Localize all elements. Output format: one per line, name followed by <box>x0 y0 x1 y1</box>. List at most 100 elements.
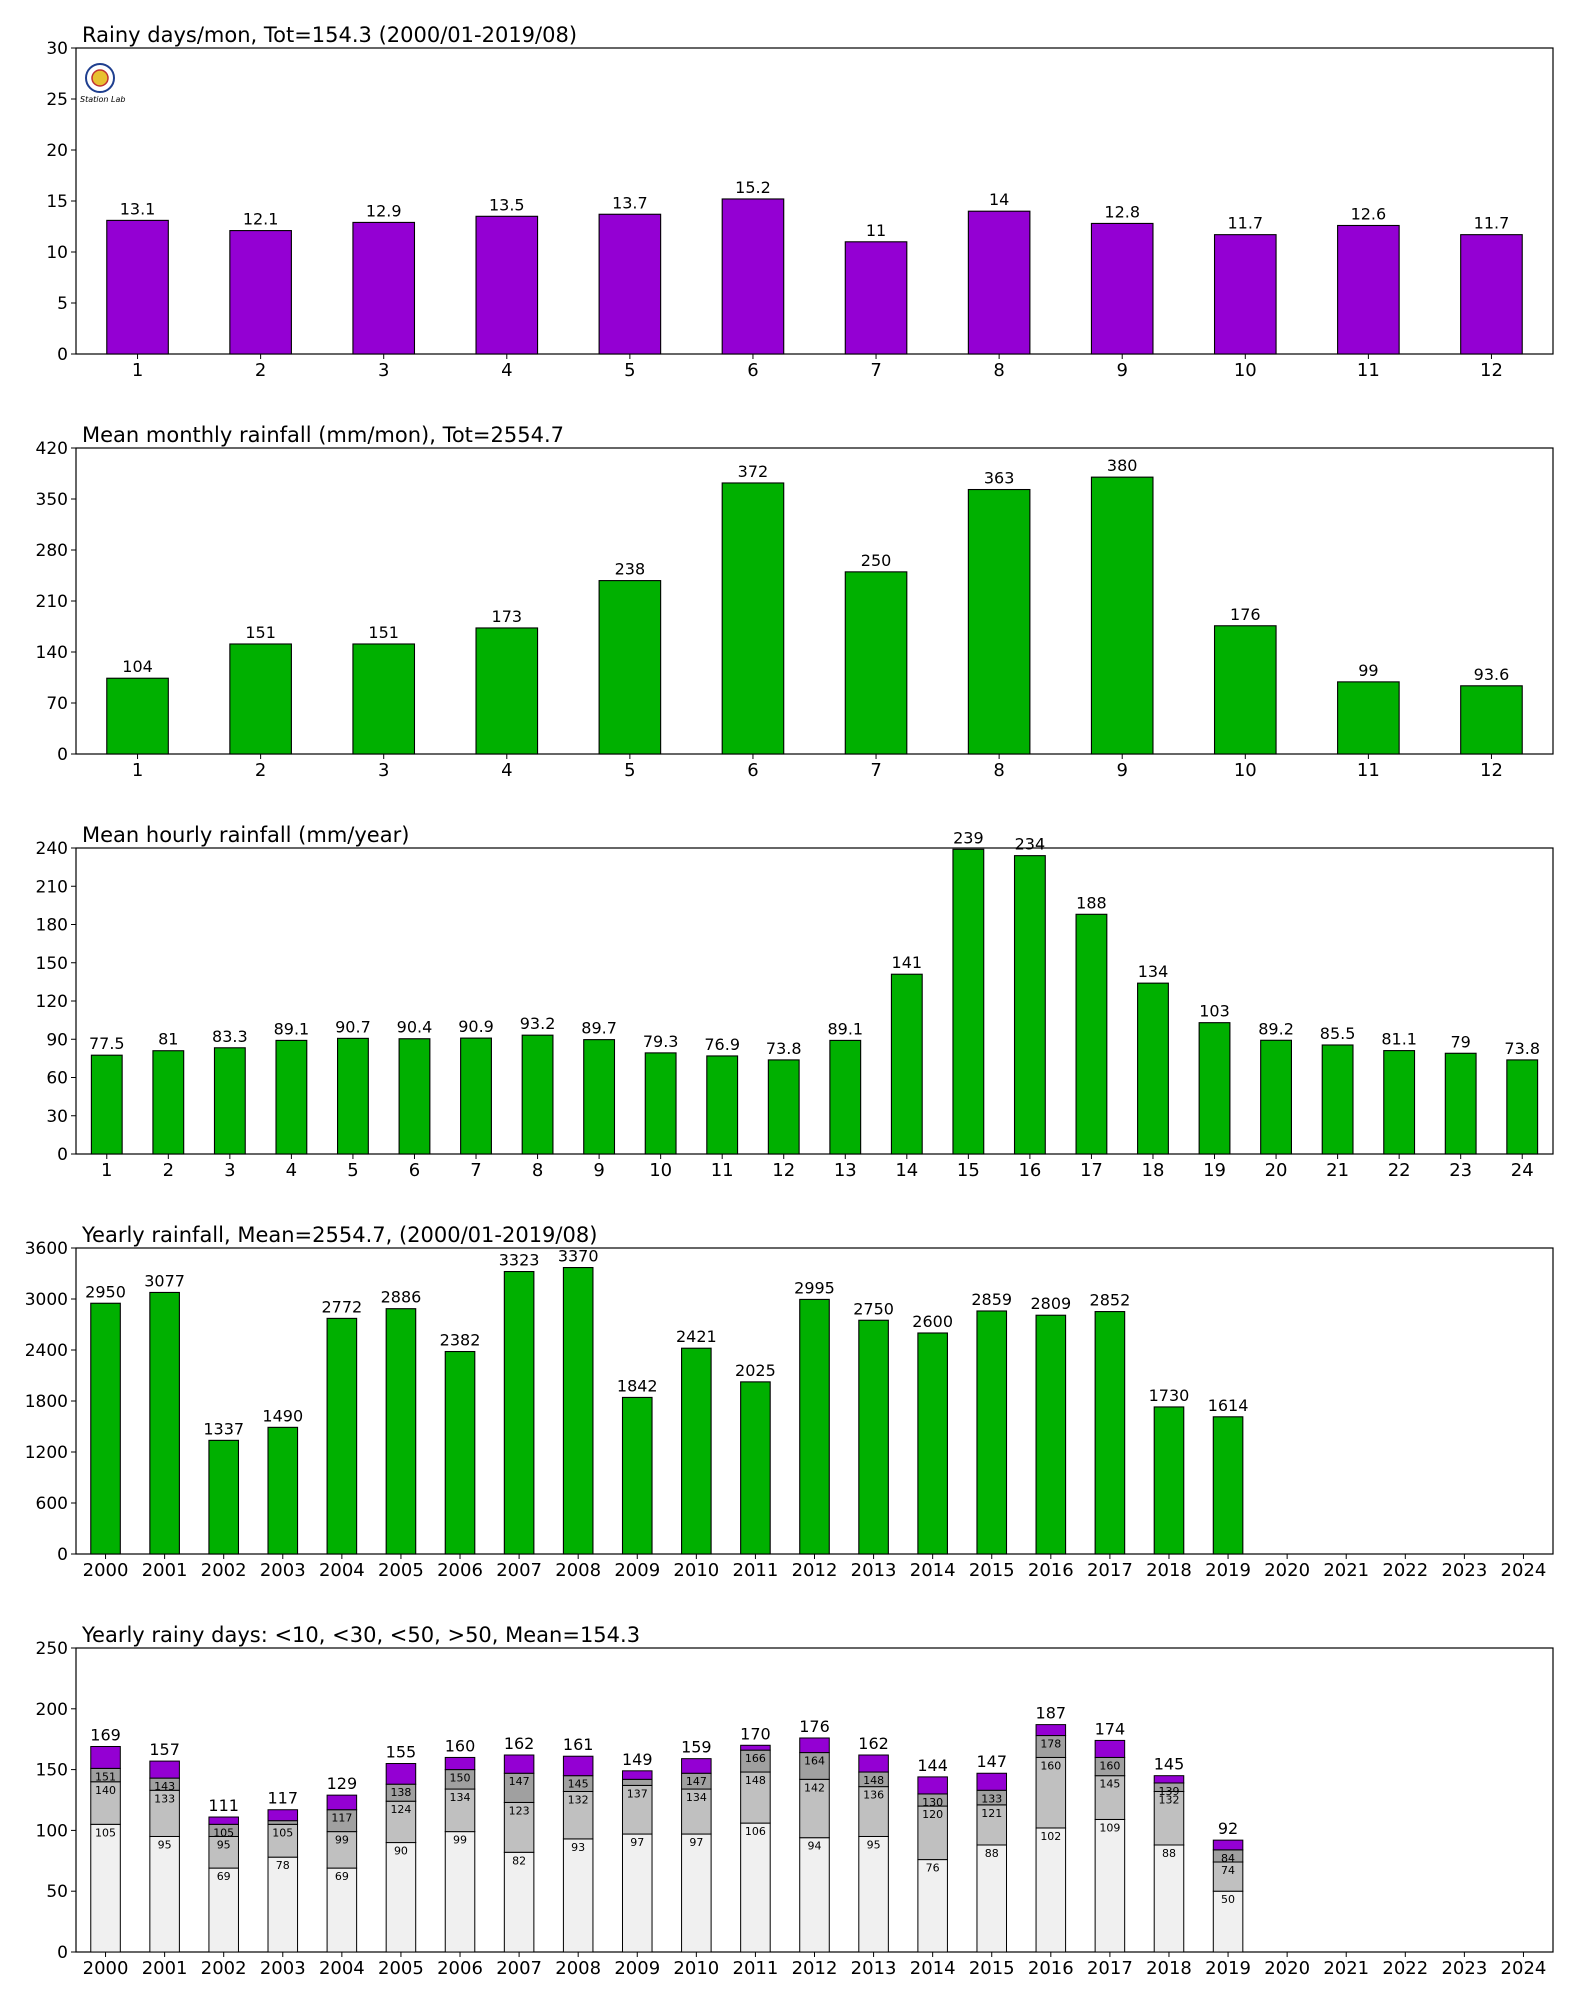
x-tick-label: 2002 <box>201 1958 247 1979</box>
bar-value-label: 89.1 <box>827 1019 863 1038</box>
y-tick-label: 30 <box>46 1107 68 1127</box>
bar-value-label: 372 <box>738 462 769 481</box>
x-tick-label: 9 <box>593 1160 604 1181</box>
bar-segment-lt50 <box>799 1752 830 1780</box>
segment-value-label: 138 <box>390 1786 411 1799</box>
segment-value-label: 69 <box>217 1870 231 1883</box>
bar <box>1212 1416 1244 1555</box>
x-tick-label: 6 <box>747 360 758 381</box>
segment-value-label: 88 <box>1162 1847 1176 1860</box>
x-tick-label: 2003 <box>260 1958 306 1979</box>
bar <box>621 1396 653 1555</box>
bar-value-label: 85.5 <box>1320 1024 1356 1043</box>
bar-segment-lt10 <box>1153 1844 1185 1953</box>
bar-value-label: 2025 <box>735 1361 776 1380</box>
bar-value-label: 73.8 <box>766 1039 802 1058</box>
bar <box>1260 1039 1292 1155</box>
bar-value-label: 81.1 <box>1381 1030 1417 1049</box>
bar-value-label: 76.9 <box>704 1035 740 1054</box>
bar <box>1460 234 1523 355</box>
bar <box>976 1310 1008 1555</box>
y-tick-label: 420 <box>36 439 68 459</box>
x-tick-label: 24 <box>1511 1160 1534 1181</box>
rainy-days-per-month-chart: Rainy days/mon, Tot=154.3 (2000/01-2019/… <box>46 23 1554 381</box>
segment-value-label: 150 <box>450 1772 471 1785</box>
y-tick-label: 150 <box>36 1761 68 1781</box>
bar-total-label: 144 <box>917 1756 948 1775</box>
bar-value-label: 2750 <box>853 1299 894 1318</box>
x-tick-label: 19 <box>1203 1160 1226 1181</box>
y-tick-label: 0 <box>57 345 68 365</box>
x-tick-label: 2012 <box>792 1560 838 1581</box>
y-tick-label: 600 <box>36 1494 68 1514</box>
x-tick-label: 2023 <box>1441 1958 1487 1979</box>
bar <box>1460 685 1523 755</box>
segment-value-label: 147 <box>686 1775 707 1788</box>
bar <box>475 627 539 755</box>
x-tick-label: 6 <box>747 760 758 781</box>
bar <box>1383 1050 1416 1155</box>
segment-value-label: 145 <box>1099 1778 1120 1791</box>
bar-total-label: 174 <box>1095 1719 1126 1738</box>
bar-total-label: 169 <box>90 1725 121 1744</box>
y-tick-label: 200 <box>36 1700 68 1720</box>
segment-value-label: 95 <box>867 1838 881 1851</box>
y-tick-label: 280 <box>36 541 68 561</box>
bar <box>1153 1406 1185 1555</box>
bar <box>583 1039 616 1155</box>
x-tick-label: 5 <box>624 360 635 381</box>
bar <box>385 1308 417 1555</box>
x-tick-label: 2022 <box>1382 1958 1428 1979</box>
bar-value-label: 2772 <box>322 1297 363 1316</box>
bar <box>829 1039 862 1155</box>
x-tick-label: 2021 <box>1323 1560 1369 1581</box>
bar-total-label: 111 <box>208 1796 239 1815</box>
x-tick-label: 7 <box>870 360 881 381</box>
x-tick-label: 1 <box>101 1160 112 1181</box>
x-tick-label: 10 <box>649 1160 672 1181</box>
y-tick-label: 3000 <box>25 1290 68 1310</box>
bar <box>208 1439 240 1555</box>
bar-value-label: 2421 <box>676 1327 717 1346</box>
bar-value-label: 2950 <box>85 1282 126 1301</box>
y-tick-label: 0 <box>57 1545 68 1565</box>
bar-segment-lt10 <box>444 1831 476 1953</box>
bar-value-label: 1614 <box>1208 1396 1249 1415</box>
bar-value-label: 238 <box>615 560 646 579</box>
bar <box>644 1052 677 1155</box>
segment-value-label: 69 <box>335 1870 349 1883</box>
mean-monthly-rainfall-chart: Mean monthly rainfall (mm/mon), Tot=2554… <box>36 423 1554 781</box>
x-tick-label: 2 <box>255 760 266 781</box>
x-tick-label: 2016 <box>1028 1958 1074 1979</box>
segment-value-label: 94 <box>808 1840 822 1853</box>
segment-value-label: 97 <box>689 1836 703 1849</box>
x-tick-label: 2012 <box>792 1958 838 1979</box>
x-tick-label: 2022 <box>1382 1560 1428 1581</box>
yearly-rainy-days-chart: Yearly rainy days: <10, <30, <50, >50, M… <box>36 1623 1554 1979</box>
logo-text: Station Lab <box>80 95 125 104</box>
bar-value-label: 239 <box>953 828 984 847</box>
bar-total-label: 92 <box>1218 1819 1238 1838</box>
bar <box>1090 222 1154 355</box>
x-tick-label: 2007 <box>496 1958 542 1979</box>
segment-value-label: 99 <box>335 1834 349 1847</box>
bar-total-label: 145 <box>1154 1755 1185 1774</box>
y-tick-label: 30 <box>46 39 68 59</box>
bar-segment-gt50 <box>917 1776 948 1795</box>
bar <box>229 230 292 355</box>
bar-value-label: 11.7 <box>1474 214 1510 233</box>
bar-segment-lt30 <box>267 1823 299 1858</box>
x-tick-label: 15 <box>957 1160 980 1181</box>
bar-value-label: 79.3 <box>643 1032 679 1051</box>
bar-total-label: 162 <box>504 1734 535 1753</box>
bar-value-label: 103 <box>1199 1002 1230 1021</box>
x-tick-label: 4 <box>501 360 512 381</box>
y-tick-label: 25 <box>46 90 68 110</box>
y-tick-label: 180 <box>36 916 68 936</box>
bar-value-label: 89.2 <box>1258 1019 1294 1038</box>
segment-value-label: 105 <box>213 1826 234 1839</box>
x-tick-label: 2023 <box>1441 1560 1487 1581</box>
segment-value-label: 117 <box>331 1812 352 1825</box>
segment-value-label: 160 <box>1099 1759 1120 1772</box>
bar-segment-lt50 <box>503 1772 535 1803</box>
